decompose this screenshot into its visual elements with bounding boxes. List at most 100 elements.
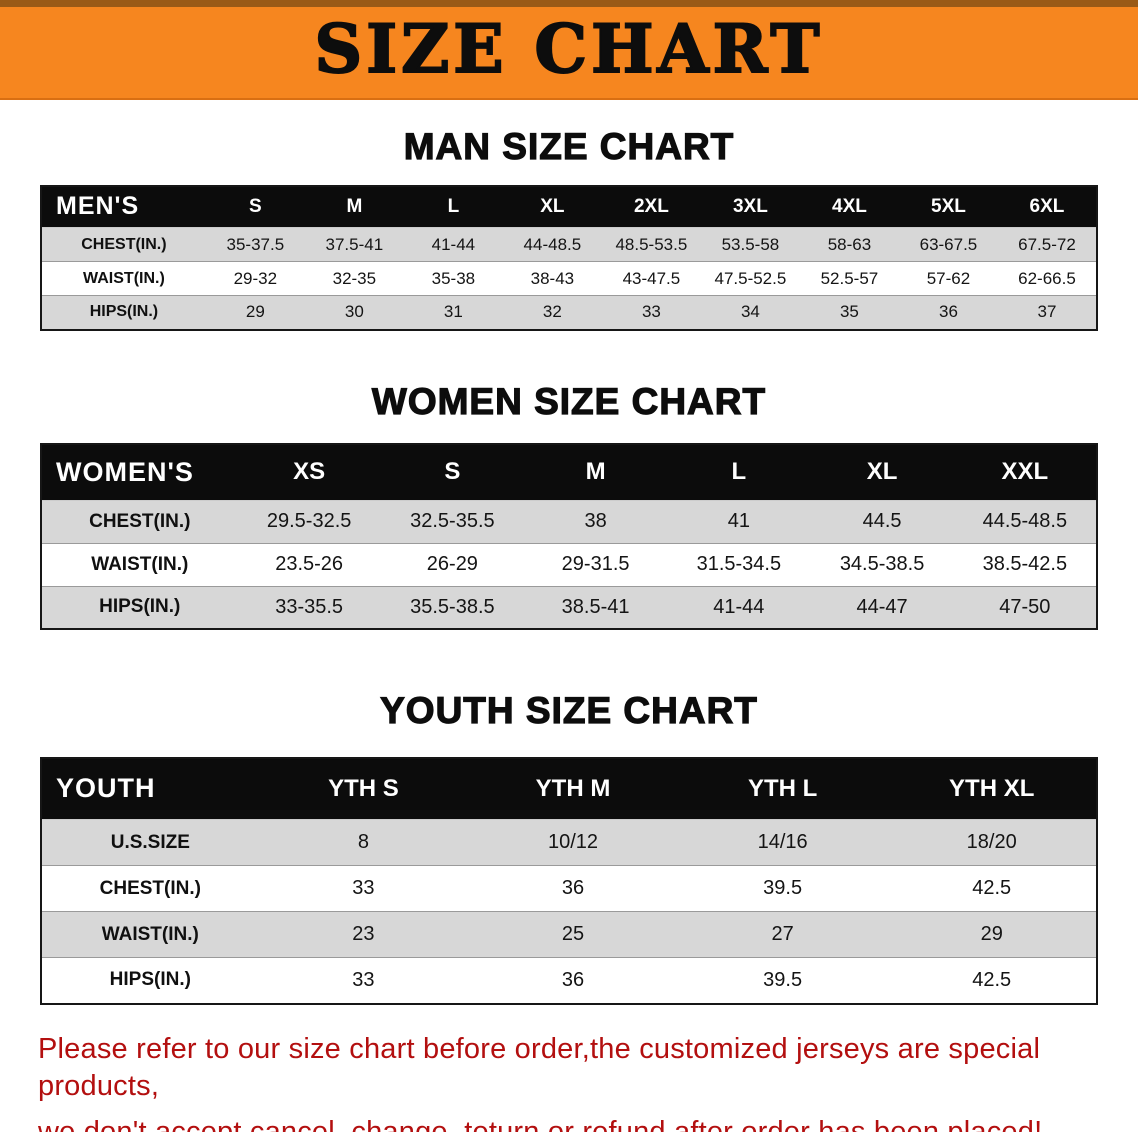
size-chart-banner: SIZE CHART	[0, 0, 1138, 100]
youth-size-chart-heading: YOUTH SIZE CHART	[380, 690, 758, 732]
women-size-chart-heading: WOMEN SIZE CHART	[371, 380, 767, 422]
size-column-header: L	[731, 458, 747, 486]
size-column-header: 5XL	[931, 195, 966, 217]
size-column-header: M	[346, 195, 363, 217]
youth-size-chart-section: YOUTH SIZE CHART YOUTH YTH S YTH M YTH L YTH…	[40, 690, 1098, 1005]
women-size-table: WOMEN'S XS S M L XL XXL CHEST(IN.) 29.5-32.5 32.5…	[40, 443, 1098, 631]
cell-value: 67.5-72	[1018, 234, 1076, 254]
size-column-header: XL	[540, 195, 565, 217]
table-row: CHEST(IN.) 29.5-32.5 32.5-35.5 38 41 44.5 44.5…	[41, 500, 1097, 544]
cell-value: 29.5-32.5	[266, 510, 352, 533]
table-row: WAIST(IN.) 23 25 27 29	[41, 911, 1097, 958]
cell-value: 18/20	[966, 831, 1017, 854]
table-row: U.S.SIZE 8 10/12 14/16 18/20	[41, 819, 1097, 866]
man-size-table-container: MEN'S S M L XL 2XL 3XL 4XL 5XL 6XL CHEST(IN.) 35-37…	[40, 184, 1098, 331]
size-column-header: S	[248, 195, 262, 217]
size-column-header: XS	[293, 458, 326, 486]
cell-value: 41	[727, 510, 750, 533]
cell-value: 34	[740, 302, 760, 322]
cell-value: 32.5-35.5	[410, 510, 495, 533]
cell-value: 38-43	[530, 268, 575, 288]
youth-size-table-container: YOUTH YTH S YTH M YTH L YTH XL U.S.SIZE 8 10/12…	[40, 756, 1098, 1005]
cell-value: 31	[443, 302, 463, 322]
cell-value: 47-50	[999, 595, 1051, 618]
table-row: HIPS(IN.) 29 30 31 32 33 34 35 36 37	[41, 295, 1097, 330]
man-size-chart-section: MAN SIZE CHART MEN'S S M L XL 2XL 3XL 4XL 5XL 6XL…	[40, 125, 1098, 331]
cell-value: 33	[352, 968, 375, 991]
table-row: WAIST(IN.) 23.5-26 26-29 29-31.5 31.5-34.5 34…	[41, 543, 1097, 587]
row-label: CHEST(IN.)	[89, 510, 191, 532]
cell-value: 30	[344, 302, 364, 322]
cell-value: 35.5-38.5	[410, 595, 495, 618]
cell-value: 29	[980, 923, 1003, 946]
youth-size-table: YOUTH YTH S YTH M YTH L YTH XL U.S.SIZE 8 10/12…	[40, 756, 1098, 1005]
table-title: MEN'S	[56, 192, 140, 221]
cell-value: 37.5-41	[325, 234, 384, 254]
row-label: HIPS(IN.)	[99, 596, 181, 618]
cell-value: 62-66.5	[1018, 268, 1076, 288]
table-header-row: YOUTH YTH S YTH M YTH L YTH XL	[41, 757, 1097, 820]
row-label: CHEST(IN.)	[99, 877, 201, 899]
man-size-chart-heading: MAN SIZE CHART	[403, 125, 735, 167]
cell-value: 53.5-58	[721, 234, 780, 254]
cell-value: 44-48.5	[523, 234, 582, 254]
row-label: CHEST(IN.)	[81, 235, 167, 253]
size-column-header: YTH XL	[949, 774, 1035, 802]
cell-value: 29	[245, 302, 265, 322]
cell-value: 38	[584, 510, 607, 533]
cell-value: 41-44	[713, 595, 765, 618]
cell-value: 32-35	[332, 268, 377, 288]
cell-value: 38.5-41	[561, 595, 630, 618]
cell-value: 39.5	[763, 877, 803, 900]
cell-value: 36	[938, 302, 958, 322]
cell-value: 47.5-52.5	[714, 268, 787, 288]
row-label: HIPS(IN.)	[109, 969, 191, 991]
cell-value: 38.5-42.5	[982, 553, 1068, 576]
cell-value: 33	[641, 302, 661, 322]
cell-value: 39.5	[763, 968, 803, 991]
banner-title: SIZE CHART	[314, 10, 824, 88]
disclaimer-line-2: we don't accept cancel, change, teturn o…	[38, 1114, 1100, 1132]
cell-value: 52.5-57	[820, 268, 879, 288]
size-charts: MAN SIZE CHART MEN'S S M L XL 2XL 3XL 4XL 5XL 6XL…	[0, 125, 1138, 1005]
cell-value: 25	[561, 923, 585, 946]
size-column-header: XL	[866, 458, 898, 486]
cell-value: 27	[771, 923, 794, 946]
size-column-header: YTH S	[328, 774, 399, 802]
cell-value: 44-47	[856, 595, 908, 618]
cell-value: 23.5-26	[275, 553, 344, 576]
row-label: WAIST(IN.)	[91, 553, 189, 575]
table-row: HIPS(IN.) 33 36 39.5 42.5	[41, 957, 1097, 1004]
cell-value: 26-29	[426, 553, 478, 576]
cell-value: 36	[561, 968, 585, 991]
cell-value: 23	[352, 923, 375, 946]
size-column-header: YTH L	[747, 774, 818, 802]
size-column-header: 6XL	[1029, 195, 1065, 217]
size-column-header: L	[447, 195, 460, 217]
men-size-table: MEN'S S M L XL 2XL 3XL 4XL 5XL 6XL CHEST(IN.) 35-37…	[40, 184, 1098, 331]
cell-value: 44.5	[862, 510, 902, 533]
cell-value: 48.5-53.5	[615, 234, 688, 254]
cell-value: 63-67.5	[919, 234, 978, 254]
cell-value: 57-62	[926, 268, 971, 288]
cell-value: 33	[352, 877, 375, 900]
cell-value: 37	[1037, 302, 1057, 322]
cell-value: 42.5	[972, 877, 1012, 900]
cell-value: 29-31.5	[561, 553, 630, 576]
cell-value: 44.5-48.5	[982, 510, 1068, 533]
cell-value: 36	[561, 877, 585, 900]
cell-value: 42.5	[972, 968, 1012, 991]
table-row: CHEST(IN.) 35-37.5 37.5-41 41-44 44-48.5 48.5…	[41, 227, 1097, 262]
table-header-row: WOMEN'S XS S M L XL XXL	[41, 444, 1097, 501]
table-title: YOUTH	[56, 773, 156, 804]
size-column-header: M	[585, 458, 606, 486]
disclaimer-line-1: Please refer to our size chart before or…	[38, 1032, 1041, 1103]
size-column-header: S	[444, 458, 461, 486]
row-label: WAIST(IN.)	[101, 923, 199, 945]
cell-value: 31.5-34.5	[696, 553, 782, 576]
cell-value: 34.5-38.5	[839, 553, 925, 576]
row-label: U.S.SIZE	[110, 831, 190, 853]
cell-value: 43-47.5	[622, 268, 681, 288]
cell-value: 35-37.5	[226, 234, 285, 254]
size-column-header: 4XL	[832, 195, 867, 217]
